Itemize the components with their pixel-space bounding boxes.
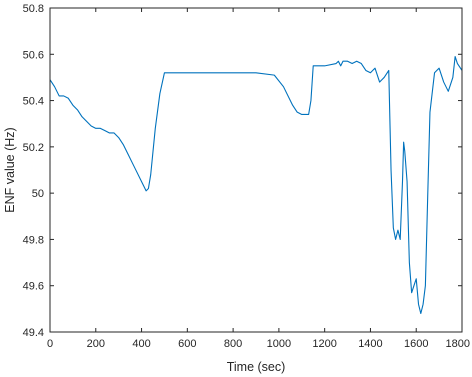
x-tick-label: 1400 bbox=[358, 338, 382, 350]
y-tick-label: 50.6 bbox=[23, 49, 44, 61]
x-tick-label: 1800 bbox=[446, 338, 470, 350]
x-tick-label: 0 bbox=[47, 338, 53, 350]
y-tick-label: 50 bbox=[32, 188, 44, 200]
x-tick-label: 1600 bbox=[404, 338, 428, 350]
y-tick-label: 49.4 bbox=[23, 327, 44, 339]
y-tick-label: 50.4 bbox=[23, 96, 44, 108]
axes-box bbox=[49, 7, 463, 333]
x-axis-label: Time (sec) bbox=[227, 360, 286, 374]
x-axis-ticks: 0 200 400 600 800 1000 1200 1400 1600 1800 bbox=[47, 8, 470, 350]
x-tick-label: 600 bbox=[178, 338, 196, 350]
y-tick-label: 49.6 bbox=[23, 281, 44, 293]
x-tick-label: 400 bbox=[132, 338, 150, 350]
x-tick-label: 1200 bbox=[312, 338, 336, 350]
y-tick-label: 50.8 bbox=[23, 3, 44, 15]
y-axis-label: ENF value (Hz) bbox=[3, 127, 17, 212]
y-tick-label: 50.2 bbox=[23, 142, 44, 154]
x-tick-label: 1000 bbox=[267, 338, 291, 350]
plot-area bbox=[50, 8, 462, 332]
enf-series-line bbox=[49, 56, 463, 315]
x-tick-label: 200 bbox=[87, 338, 105, 350]
x-tick-label: 800 bbox=[224, 338, 242, 350]
y-tick-label: 49.8 bbox=[23, 234, 44, 246]
y-axis-ticks: 49.4 49.6 49.8 50 50.2 50.4 50.6 50.8 bbox=[23, 3, 462, 339]
